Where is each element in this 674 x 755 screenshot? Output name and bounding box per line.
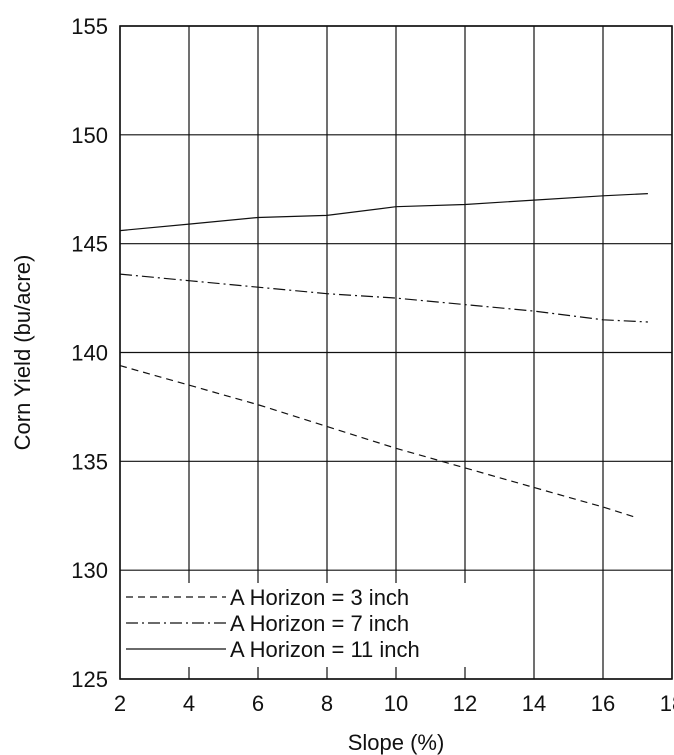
legend-label-3: A Horizon = 11 inch	[230, 637, 420, 662]
y-tick-label: 155	[71, 14, 108, 39]
x-tick-label: 12	[453, 691, 477, 716]
y-tick-label: 135	[71, 449, 108, 474]
y-axis-label: Corn Yield (bu/acre)	[10, 255, 35, 451]
y-tick-label: 150	[71, 123, 108, 148]
legend-label-1: A Horizon = 3 inch	[230, 585, 409, 610]
x-tick-label: 8	[321, 691, 333, 716]
plot-frame	[119, 25, 673, 680]
x-tick-label: 18	[660, 691, 674, 716]
x-tick-label: 2	[114, 691, 126, 716]
series-line-3	[119, 193, 648, 232]
x-tick-label: 16	[591, 691, 615, 716]
series-line-1	[119, 365, 638, 519]
grid-layer	[119, 25, 673, 680]
legend-box	[124, 583, 470, 667]
x-tick-label: 10	[384, 691, 408, 716]
series-line-2	[119, 273, 648, 323]
y-tick-label: 145	[71, 232, 108, 257]
legend-label-2: A Horizon = 7 inch	[230, 611, 409, 636]
x-tick-label: 14	[522, 691, 546, 716]
legend-background	[124, 583, 470, 667]
y-tick-label: 130	[71, 558, 108, 583]
x-tick-label: 6	[252, 691, 264, 716]
y-tick-label: 140	[71, 341, 108, 366]
x-tick-label: 4	[183, 691, 195, 716]
x-axis-label: Slope (%)	[348, 730, 445, 755]
y-tick-label: 125	[71, 667, 108, 692]
tick-labels: 2 4 6 8 10 12 14 16 18 125 130 135 140 145 150 155	[71, 14, 674, 716]
series-layer	[119, 193, 648, 519]
